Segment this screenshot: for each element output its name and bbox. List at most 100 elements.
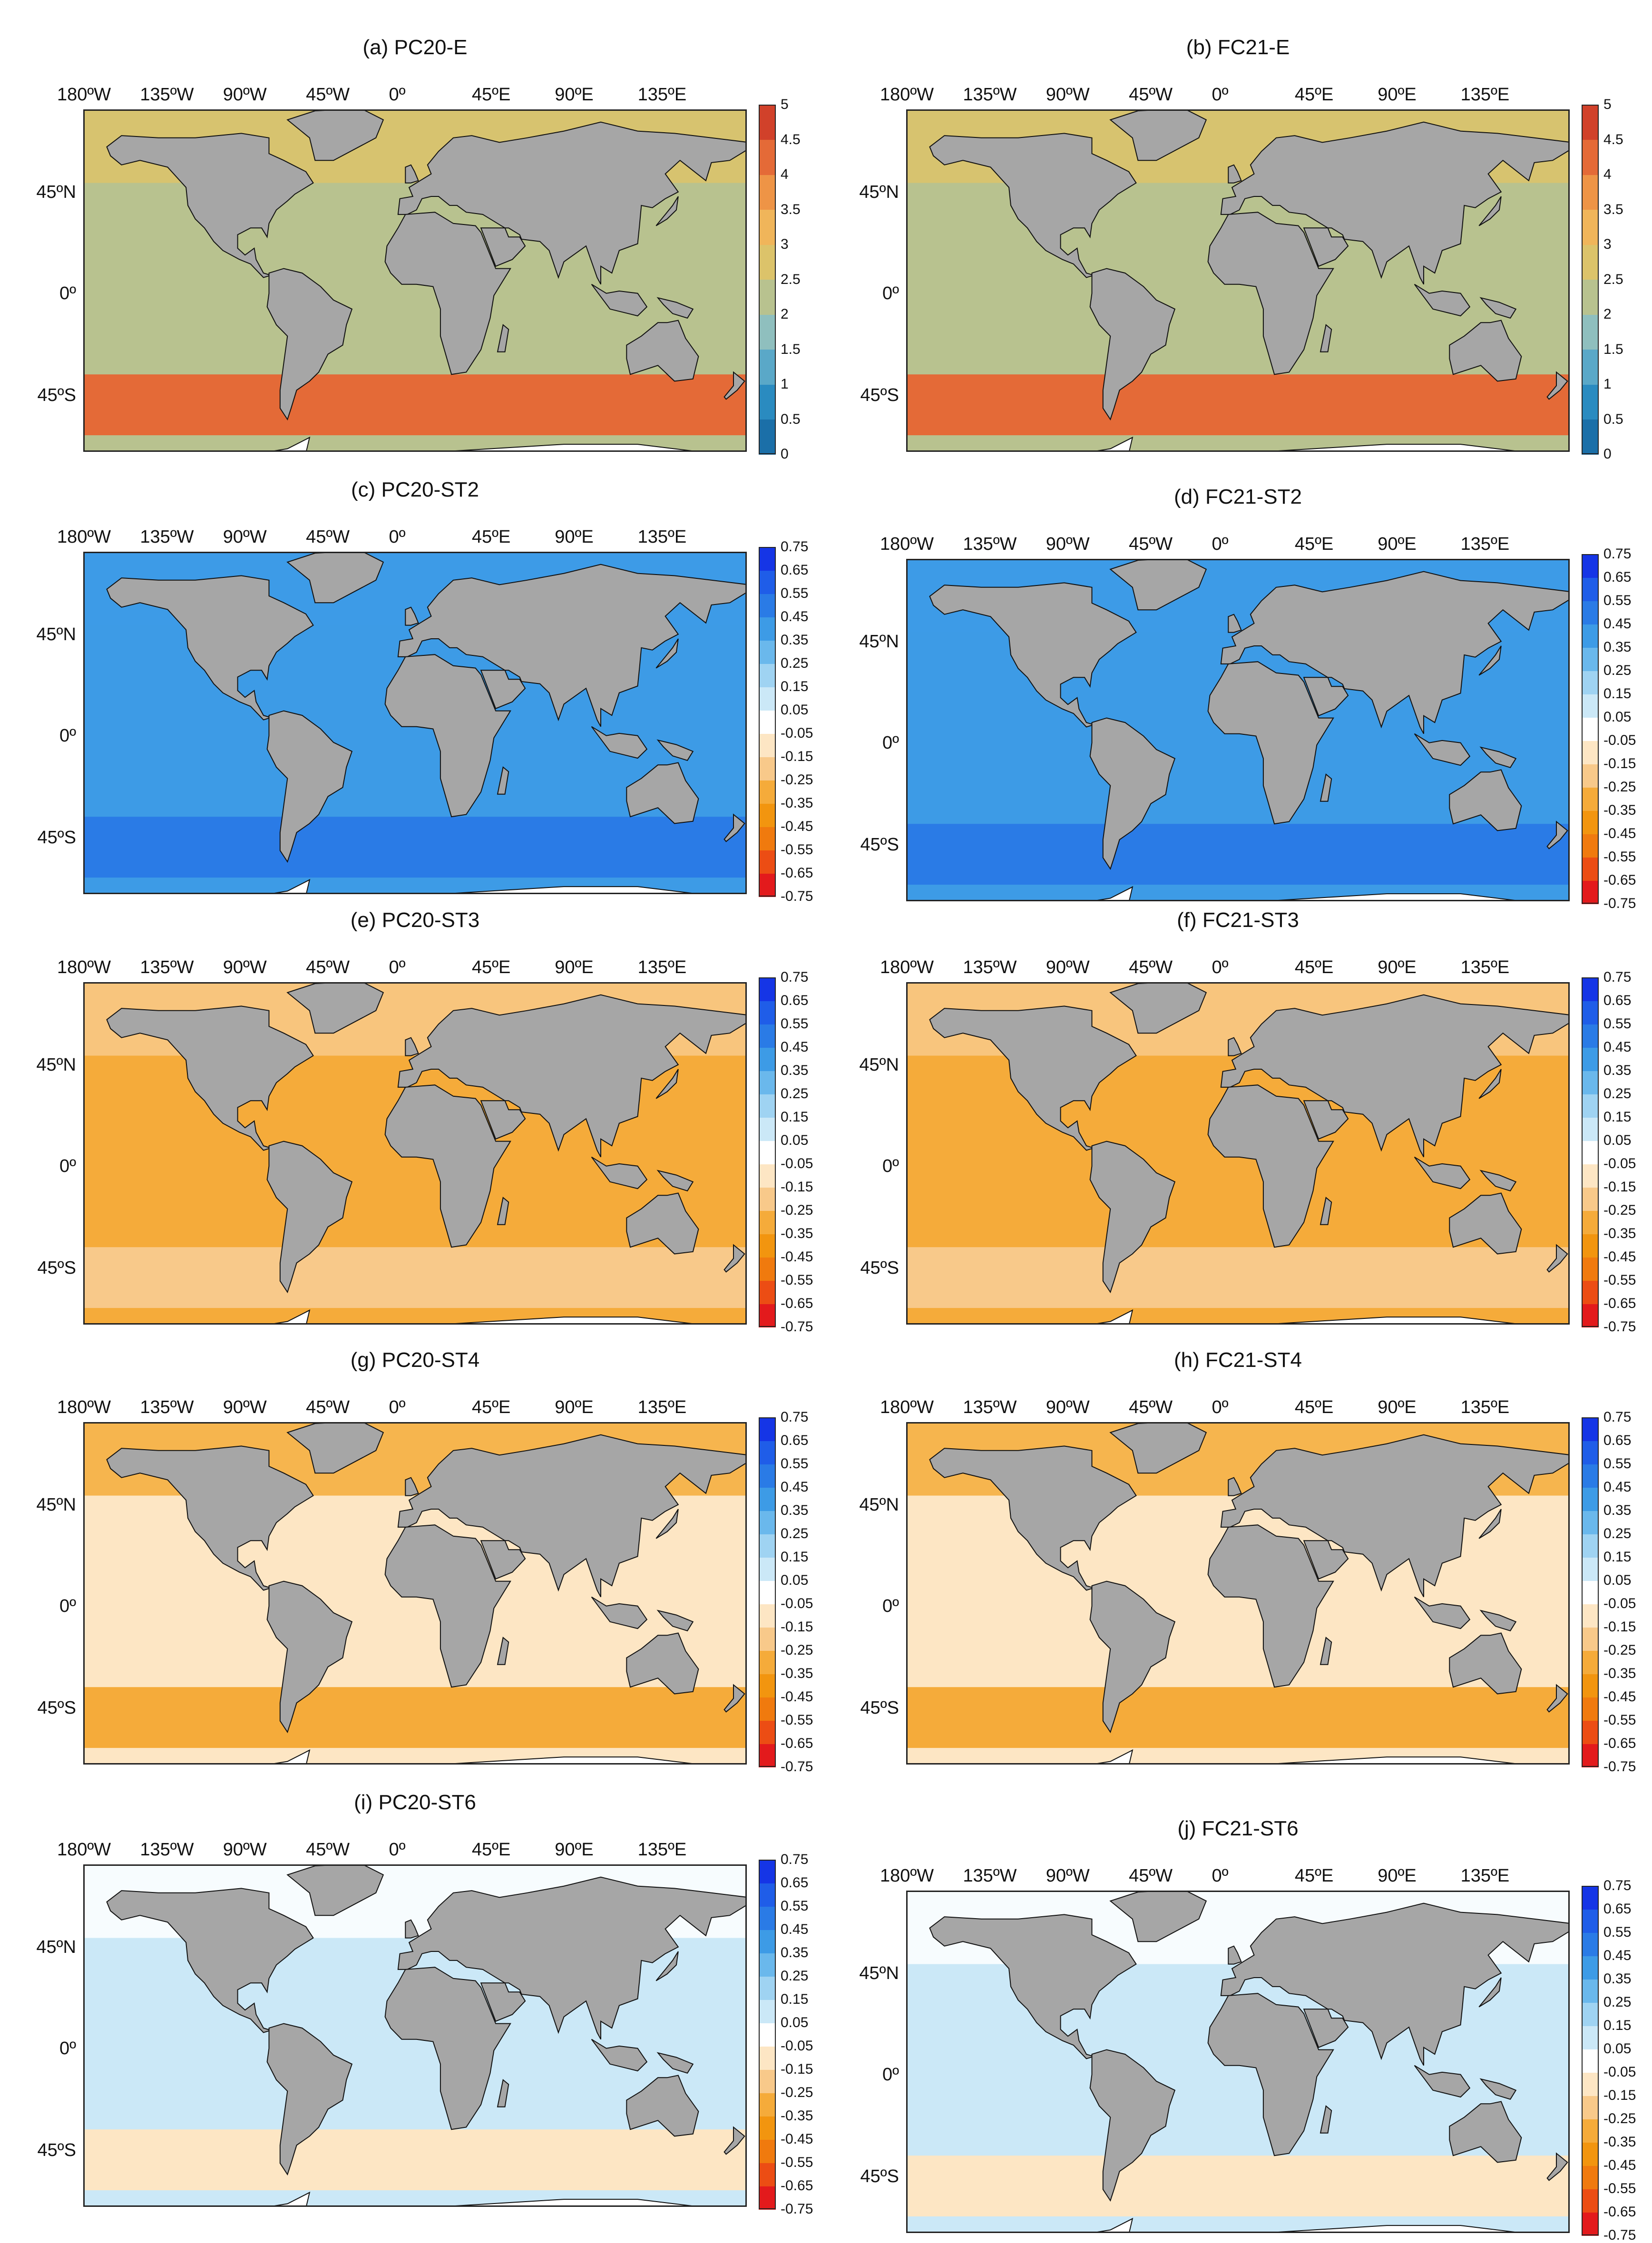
colorbar-segment	[759, 1930, 776, 1953]
panel-title: (j) FC21-ST6	[1177, 1817, 1299, 1840]
lon-tick-label: 90ºE	[555, 85, 594, 105]
colorbar-tick-label: -0.25	[781, 772, 813, 788]
colorbar-tick-label: -0.75	[1603, 2227, 1636, 2243]
colorbar-tick-label: 3	[781, 236, 789, 252]
landmass-greenland	[286, 1866, 384, 1916]
colorbar-segment	[1582, 1234, 1599, 1258]
colorbar-segment	[1582, 175, 1599, 210]
colorbar-segment	[759, 663, 776, 687]
colorbar-segment	[759, 1417, 776, 1441]
colorbar-tick-label: -0.05	[781, 1156, 813, 1171]
colorbar-segment	[1582, 2189, 1599, 2213]
colorbar-tick-label: -0.65	[781, 1296, 813, 1311]
colorbar-tick-label: 2	[781, 306, 789, 322]
lon-tick-label: 90ºE	[555, 1397, 594, 1417]
landmass-africa	[1207, 1993, 1334, 2156]
colorbar-segment	[1582, 1487, 1599, 1511]
colorbar-segment	[1582, 1210, 1599, 1234]
landmass-africa	[384, 1524, 511, 1688]
lat-tick-label: 45ºS	[860, 2166, 899, 2186]
colorbar-segment	[759, 594, 776, 617]
colorbar-tick-label: 0.35	[781, 1502, 809, 1518]
landmass-new-zealand	[1546, 820, 1568, 849]
colorbar-tick-label: 4.5	[781, 131, 801, 147]
lat-tick-label: 45ºS	[860, 834, 899, 855]
lon-tick-label: 0º	[1212, 534, 1229, 554]
map-svg	[908, 1892, 1568, 2232]
colorbar-segment	[1582, 647, 1599, 671]
landmass-japan	[655, 1509, 679, 1539]
colorbar-segment	[759, 2093, 776, 2116]
colorbar-tick-label: 0.45	[1603, 1948, 1632, 1963]
colorbar-segment	[759, 1071, 776, 1094]
colorbar-tick-label: -0.45	[1603, 2157, 1636, 2173]
colorbar-segment	[1582, 1650, 1599, 1674]
colorbar-tick-label: -0.15	[1603, 756, 1636, 771]
colorbar-segment	[759, 2116, 776, 2140]
colorbar-tick-label: 0.55	[781, 1016, 809, 1032]
colorbar-segment	[1582, 384, 1599, 419]
colorbar-segment	[759, 1883, 776, 1907]
colorbar-tick-label: -0.75	[1603, 896, 1636, 911]
landmass-uk	[1228, 1945, 1242, 1965]
colorbar-tick-label: 0.25	[1603, 1526, 1632, 1541]
colorbar-segment	[759, 1627, 776, 1651]
lon-tick-label: 0º	[389, 85, 406, 105]
colorbar	[759, 1417, 776, 1767]
colorbar-segment	[1582, 1164, 1599, 1188]
colorbar-segment	[759, 873, 776, 897]
colorbar-segment	[759, 419, 776, 455]
colorbar-tick-label: 0.45	[1603, 616, 1632, 632]
lat-tick-label: 45ºS	[37, 1258, 77, 1278]
colorbar-tick-label: 1	[1603, 376, 1612, 392]
landmass-south-america	[1089, 1580, 1176, 1734]
colorbar-tick-label: -0.35	[1603, 2134, 1636, 2150]
colorbar-tick-label: 0.25	[781, 655, 809, 671]
colorbar-segment	[1582, 2142, 1599, 2166]
lon-tick-label: 0º	[1212, 1866, 1229, 1886]
landmass-indonesia	[591, 726, 648, 759]
landmass-north-america	[106, 1005, 314, 1151]
colorbar-tick-label: -0.25	[1603, 2111, 1636, 2126]
lon-tick-label: 45ºE	[1294, 1866, 1334, 1886]
colorbar-segment	[759, 1187, 776, 1211]
colorbar-tick-label: -0.15	[781, 2061, 813, 2077]
landmass-australia	[626, 762, 699, 824]
colorbar-tick-label: 0.25	[781, 1968, 809, 1984]
lon-tick-label: 135ºW	[963, 85, 1017, 105]
lat-tick-label: 0º	[882, 283, 899, 304]
colorbar-tick-label: -0.15	[781, 749, 813, 764]
landmass-indonesia	[591, 1156, 648, 1190]
lat-tick-label: 45ºN	[36, 182, 76, 203]
landmass-australia	[1449, 2101, 1522, 2163]
landmass-greenland	[286, 111, 384, 161]
lat-tick-label: 0º	[882, 733, 899, 753]
colorbar-tick-label: 0.75	[781, 969, 809, 985]
colorbar-tick-label: 0.15	[1603, 686, 1632, 702]
colorbar-tick-label: 0.15	[1603, 1549, 1632, 1565]
colorbar-tick-label: -0.05	[781, 1596, 813, 1611]
landmass-arabia	[480, 227, 526, 267]
landmass-north-america	[106, 1445, 314, 1591]
colorbar-segment	[1582, 1697, 1599, 1721]
colorbar-tick-label: -0.15	[1603, 1619, 1636, 1635]
landmass-new-guinea	[656, 1609, 694, 1631]
colorbar-tick-label: 0.15	[781, 679, 809, 694]
colorbar-tick-label: 0.5	[781, 411, 801, 427]
colorbar-tick-label: 3	[1603, 236, 1612, 252]
map-area	[83, 982, 747, 1325]
colorbar-tick-label: -0.35	[1603, 1226, 1636, 1241]
colorbar-segment	[1582, 209, 1599, 245]
colorbar-tick-label: 0.25	[1603, 1994, 1632, 2010]
map-area	[83, 1422, 747, 1765]
lon-tick-label: 135ºE	[1460, 1397, 1510, 1417]
landmass-arabia	[1303, 2009, 1349, 2048]
colorbar-tick-label: 0.75	[781, 539, 809, 555]
landmass-arabia	[480, 1100, 526, 1140]
lon-tick-label: 45ºW	[1129, 957, 1173, 977]
landmass-japan	[655, 1951, 679, 1981]
landmass-south-america	[1089, 1141, 1176, 1294]
colorbar-tick-label: 0.35	[781, 1063, 809, 1078]
lon-tick-label: 135ºW	[140, 85, 194, 105]
colorbar-tick-label: 0.55	[1603, 593, 1632, 608]
